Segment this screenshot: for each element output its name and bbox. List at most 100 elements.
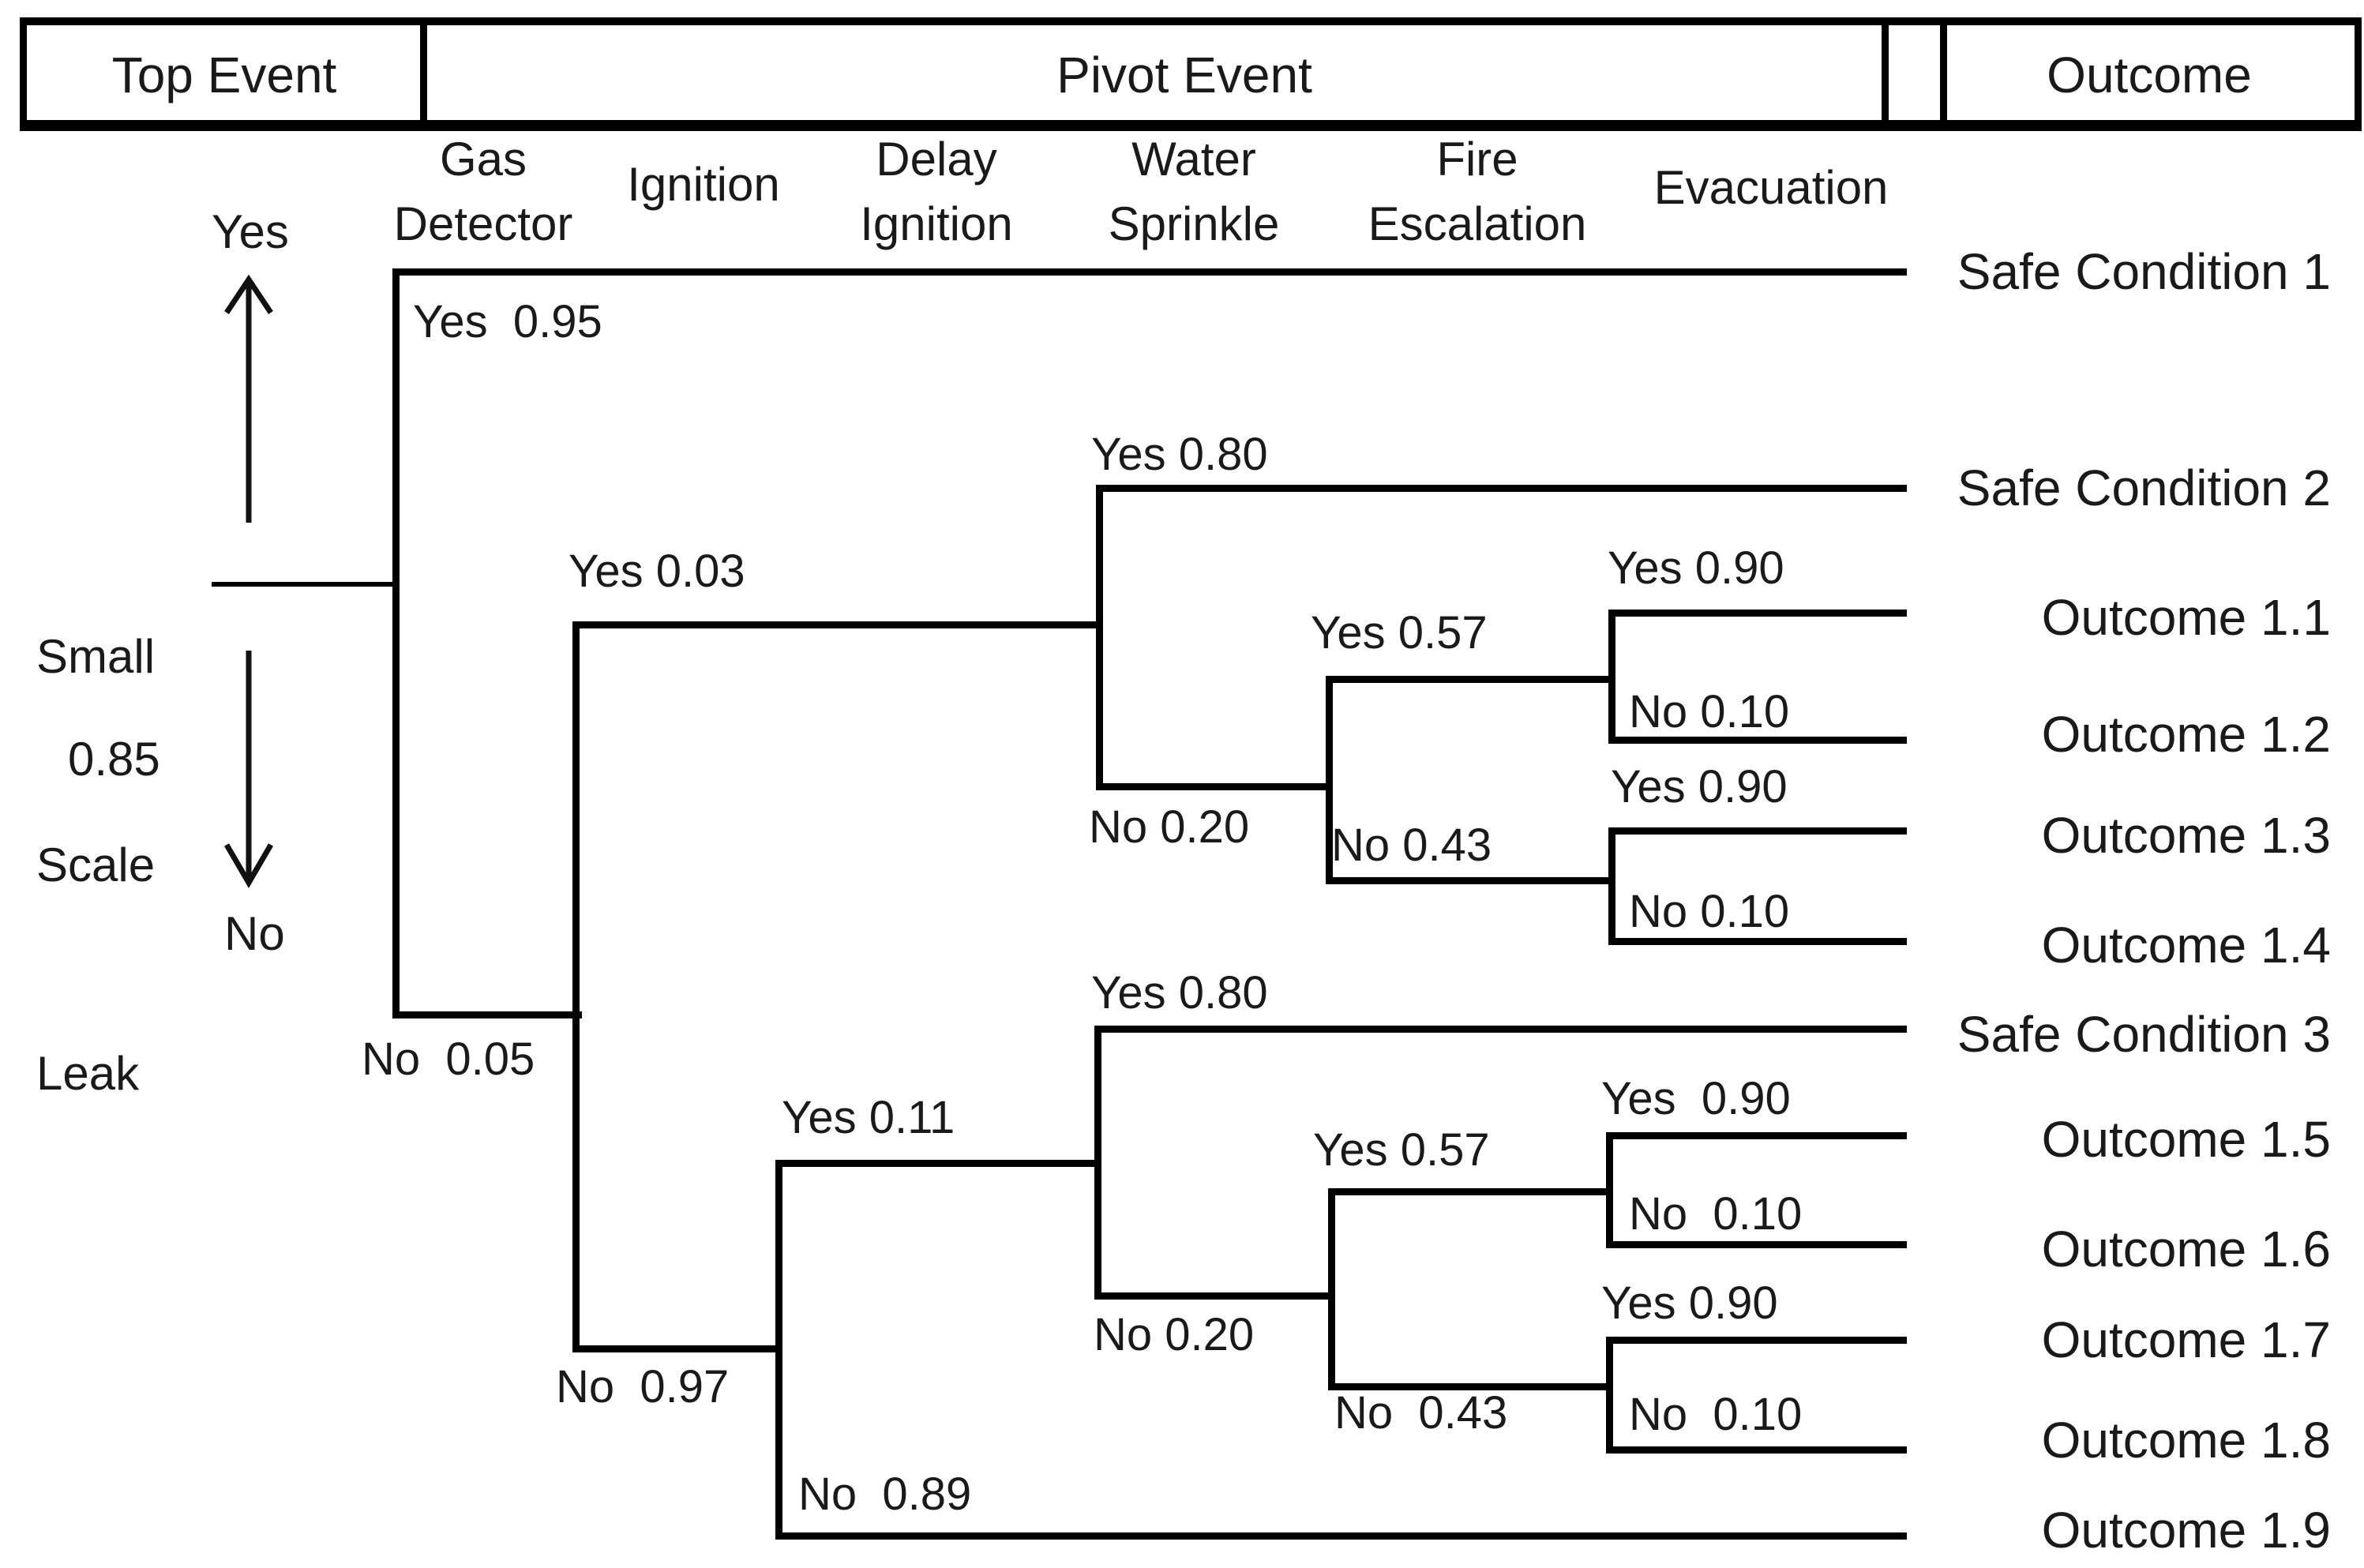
header-pivot-event: Pivot Event (1056, 47, 1312, 103)
header-top-border (20, 17, 2362, 25)
branch-label-gas-detector-yes: Yes 0.95 (413, 296, 602, 347)
branch-label-delay-ignition-yes: Yes 0.11 (782, 1092, 955, 1143)
outcome-label-outcome-1-4: Outcome 1.4 (2041, 917, 2331, 973)
column-header-gas-detector-line1: Gas (439, 133, 527, 186)
branch-label-evacuation-1-no: No 0.10 (1629, 686, 1790, 737)
branch-label-evacuation-2-no: No 0.10 (1629, 886, 1790, 937)
branch-label-evacuation-3-no: No 0.10 (1629, 1188, 1803, 1240)
up-arrow-icon (224, 274, 273, 523)
line-evacuation-4-no (1606, 1446, 1907, 1454)
branch-label-evacuation-4-yes: Yes 0.90 (1601, 1277, 1778, 1329)
line-gas-detector-vertical (392, 268, 400, 1018)
line-fire-escalation-upper-vertical (1326, 676, 1333, 884)
branch-label-evacuation-3-yes: Yes 0.90 (1601, 1073, 1791, 1124)
outcome-label-outcome-1-8: Outcome 1.8 (2041, 1412, 2331, 1469)
branch-label-evacuation-1-yes: Yes 0.90 (1608, 542, 1784, 594)
top-event-no-label: No (224, 907, 285, 960)
column-header-evacuation-line1: Evacuation (1653, 161, 1889, 214)
top-event-name-line2: Scale (36, 838, 156, 891)
outcome-label-safe-condition-1: Safe Condition 1 (1957, 243, 2331, 300)
top-event-probability: 0.85 (68, 733, 160, 786)
top-event-name: Small Scale Leak (36, 483, 155, 1247)
top-event-name-line1: Small (36, 630, 156, 683)
branch-label-fire-escalation-upper-yes: Yes 0.57 (1311, 607, 1488, 658)
line-water-sprinkle-lower-no (1094, 1292, 1334, 1300)
column-header-delay-ignition-line1: Delay (876, 133, 997, 186)
branch-label-evacuation-4-no: No 0.10 (1629, 1389, 1803, 1440)
branch-label-fire-escalation-lower-no: No 0.43 (1334, 1387, 1508, 1439)
outcome-label-outcome-1-7: Outcome 1.7 (2041, 1311, 2331, 1368)
line-water-sprinkle-upper-no (1096, 783, 1332, 790)
line-evacuation-3-no (1606, 1241, 1907, 1248)
branch-label-gas-detector-no: No 0.05 (362, 1033, 535, 1085)
line-evacuation-1-yes (1608, 610, 1907, 617)
column-header-water-sprinkle-line2: Sprinkle (1108, 197, 1280, 250)
header-divider-right (2355, 17, 2362, 131)
header-top-event: Top Event (111, 47, 337, 103)
line-gas-detector-yes (392, 268, 1907, 276)
line-fire-escalation-upper-yes (1326, 676, 1615, 683)
column-header-evacuation: Evacuation (1654, 156, 1889, 220)
column-header-gas-detector-line2: Detector (393, 197, 573, 250)
outcome-label-safe-condition-2: Safe Condition 2 (1957, 460, 2331, 516)
branch-label-delay-ignition-no: No 0.89 (798, 1469, 972, 1520)
branch-label-water-sprinkle-lower-yes: Yes 0.80 (1091, 967, 1268, 1018)
header-divider-left (20, 17, 27, 131)
branch-label-ignition-yes: Yes 0.03 (568, 546, 745, 597)
column-header-ignition: Ignition (627, 152, 779, 217)
line-evacuation-2-no (1608, 938, 1907, 945)
yes-no-arrows (223, 274, 274, 888)
column-header-gas-detector: Gas Detector (394, 127, 573, 257)
branch-label-water-sprinkle-lower-no: No 0.20 (1094, 1309, 1255, 1360)
column-header-delay-ignition: Delay Ignition (860, 127, 1012, 257)
branch-label-water-sprinkle-upper-no: No 0.20 (1089, 801, 1250, 853)
top-event-name-line3: Leak (36, 1047, 140, 1100)
line-root (212, 582, 399, 587)
outcome-label-outcome-1-2: Outcome 1.2 (2041, 706, 2331, 763)
branch-label-fire-escalation-upper-no: No 0.43 (1331, 820, 1492, 871)
header-outcome: Outcome (2047, 47, 2252, 103)
line-evacuation-2-yes (1608, 827, 1907, 835)
line-delay-ignition-yes (775, 1160, 1101, 1167)
column-header-fire-escalation: Fire Escalation (1368, 127, 1587, 257)
column-header-ignition-line1: Ignition (627, 158, 780, 211)
column-header-water-sprinkle-line1: Water (1131, 133, 1256, 186)
column-header-fire-escalation-line2: Escalation (1368, 197, 1587, 250)
top-event-yes-label: Yes (212, 205, 289, 258)
line-water-sprinkle-upper-yes (1096, 485, 1907, 492)
header-divider-pivot-right (1882, 17, 1889, 131)
line-fire-escalation-lower-no (1328, 1383, 1612, 1390)
line-water-sprinkle-lower-yes (1094, 1026, 1907, 1033)
down-arrow-icon (223, 651, 274, 888)
outcome-label-outcome-1-3: Outcome 1.3 (2041, 807, 2331, 864)
line-fire-escalation-upper-no (1326, 877, 1615, 884)
line-fire-escalation-lower-yes (1328, 1188, 1612, 1195)
outcome-label-outcome-1-5: Outcome 1.5 (2041, 1111, 2331, 1168)
branch-label-ignition-no: No 0.97 (556, 1361, 730, 1412)
line-fire-escalation-lower-vertical (1328, 1188, 1335, 1390)
header-divider-outcome-left (1940, 17, 1947, 131)
line-evacuation-3-yes (1606, 1132, 1907, 1139)
line-evacuation-2-vertical (1608, 827, 1615, 945)
column-header-water-sprinkle: Water Sprinkle (1109, 127, 1280, 257)
line-ignition-yes (572, 621, 1102, 628)
column-header-delay-ignition-line2: Ignition (860, 197, 1013, 250)
branch-label-water-sprinkle-upper-yes: Yes 0.80 (1091, 429, 1268, 480)
line-evacuation-4-vertical (1606, 1337, 1613, 1454)
line-gas-detector-no (392, 1011, 582, 1018)
header-bottom-border (20, 120, 2362, 131)
column-header-fire-escalation-line1: Fire (1436, 133, 1518, 186)
line-ignition-no (572, 1345, 782, 1352)
header-divider-topevent-right (420, 17, 427, 131)
line-delay-ignition-no (775, 1532, 1907, 1540)
line-water-sprinkle-upper-vertical (1096, 485, 1103, 790)
line-evacuation-4-yes (1606, 1337, 1907, 1344)
outcome-label-outcome-1-9: Outcome 1.9 (2041, 1502, 2331, 1559)
branch-label-evacuation-2-yes: Yes 0.90 (1611, 761, 1788, 812)
line-ignition-vertical (572, 621, 580, 1352)
outcome-label-safe-condition-3: Safe Condition 3 (1957, 1006, 2331, 1063)
line-evacuation-1-no (1608, 737, 1907, 744)
outcome-label-outcome-1-6: Outcome 1.6 (2041, 1221, 2331, 1277)
branch-label-fire-escalation-lower-yes: Yes 0.57 (1313, 1124, 1490, 1176)
